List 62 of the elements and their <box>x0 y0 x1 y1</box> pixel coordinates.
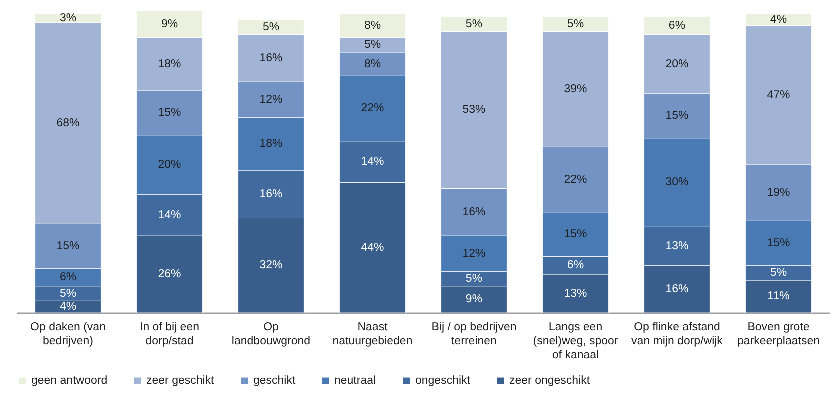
data-label: 22% <box>361 102 384 115</box>
data-label: 18% <box>158 58 182 70</box>
data-label: 15% <box>666 110 689 122</box>
legend-label: zeer ongeschikt <box>510 375 591 388</box>
data-label: 30% <box>666 176 689 189</box>
x-tick-label: Naast natuurgebieden <box>332 322 413 348</box>
data-label: 4% <box>770 14 788 26</box>
data-label: 47% <box>767 89 790 102</box>
x-tick-label: In of bij een dorp/stad <box>140 322 200 348</box>
data-label: 15% <box>158 107 182 120</box>
data-label: 68% <box>56 118 80 130</box>
legend-label: ongeschikt <box>416 375 472 388</box>
data-label: 11% <box>768 290 790 303</box>
data-label: 16% <box>462 206 486 218</box>
data-label: 39% <box>564 83 588 96</box>
data-label: 16% <box>666 283 689 296</box>
legend-label: neutraal <box>334 375 376 388</box>
data-label: 9% <box>466 294 483 306</box>
x-tick-label: Bij / op bedrijven terreinen <box>432 322 517 348</box>
x-tick-label: Op landbouwgrond <box>232 322 311 348</box>
data-label: 53% <box>462 104 486 116</box>
data-label: 15% <box>56 240 80 252</box>
legend-label: zeer geschikt <box>146 375 216 388</box>
data-label: 8% <box>364 58 382 70</box>
data-label: 3% <box>60 12 77 24</box>
data-label: 5% <box>567 18 584 30</box>
data-label: 12% <box>260 94 283 106</box>
data-label: 14% <box>158 209 182 222</box>
data-label: 15% <box>767 237 790 250</box>
legend-label: geschikt <box>254 375 296 388</box>
x-tick-label: Op daken (van bedrijven) <box>30 322 106 348</box>
data-label: 32% <box>260 260 283 272</box>
data-label: 5% <box>770 267 788 280</box>
data-label: 12% <box>462 248 486 260</box>
data-label: 15% <box>564 228 588 241</box>
data-label: 8% <box>364 20 382 32</box>
data-label: 13% <box>564 288 588 300</box>
data-label: 20% <box>666 58 689 70</box>
data-label: 5% <box>262 21 280 34</box>
data-label: 26% <box>158 268 182 281</box>
data-label: 18% <box>260 138 283 150</box>
data-label: 20% <box>158 158 182 171</box>
data-label: 19% <box>767 187 790 200</box>
data-label: 5% <box>60 288 77 300</box>
legend-label: geen antwoord <box>32 375 108 388</box>
data-label: 5% <box>466 272 483 285</box>
x-tick-label: Boven grote parkeerplaatsen <box>738 322 820 348</box>
data-label: 44% <box>361 242 384 254</box>
data-label: 13% <box>666 240 689 252</box>
data-label: 5% <box>364 39 382 52</box>
data-label: 6% <box>668 20 686 32</box>
x-tick-label: Langs een (snel)weg, spoor of kanaal <box>533 322 618 362</box>
data-label: 9% <box>161 18 178 30</box>
data-label: 6% <box>60 271 77 284</box>
data-label: 16% <box>260 188 283 201</box>
data-label: 4% <box>60 301 77 314</box>
data-label: 5% <box>466 18 483 30</box>
x-tick-label: Op flinke afstand van mijn dorp/wijk <box>632 322 724 348</box>
data-label: 16% <box>260 52 283 64</box>
data-label: 14% <box>361 156 384 168</box>
data-label: 22% <box>564 174 588 186</box>
data-label: 6% <box>567 260 584 272</box>
